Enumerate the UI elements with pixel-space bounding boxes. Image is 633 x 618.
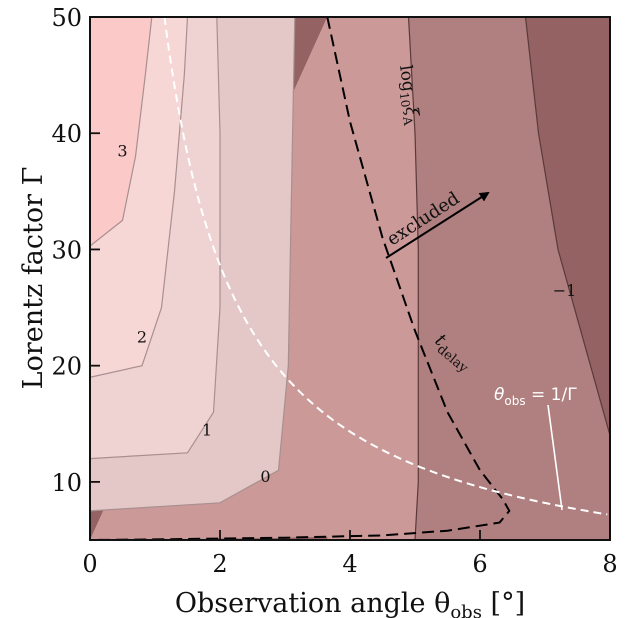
region-level-minus-1 [408, 17, 610, 540]
contour-label: −1 [553, 281, 577, 300]
inverse-gamma-curve [163, 17, 608, 516]
region-level-4 [90, 17, 152, 246]
plot-area [90, 17, 610, 540]
t-delay-boundary-curve [90, 17, 511, 540]
contour-level-labels: 3 2 1 0 −1 [117, 141, 576, 485]
y-tick-label: 20 [51, 353, 82, 381]
y-axis-ticks: 10 20 30 40 50 [51, 4, 100, 497]
contour-label: 2 [137, 327, 147, 346]
x-tick-label: 8 [602, 550, 617, 578]
y-axis-title: Lorentz factor Γ [18, 167, 49, 390]
contour-line-c3 [90, 17, 153, 247]
contour-fills [90, 17, 610, 540]
x-tick-label: 2 [212, 550, 227, 578]
contour-line-c0 [90, 17, 296, 512]
y-tick-label: 10 [51, 469, 82, 497]
inverse-curve-pointer [547, 404, 563, 511]
y-tick-label: 30 [51, 236, 82, 264]
contour-line-cm1 [407, 17, 419, 540]
contour-label: 1 [202, 420, 212, 439]
x-tick-label: 4 [342, 550, 357, 578]
contour-line-cm2 [524, 17, 610, 436]
contour-line-c1 [90, 17, 221, 460]
contour-line-c2 [90, 17, 189, 378]
inverse-curve-label: θobs = 1/Γ [494, 385, 577, 408]
x-tick-label: 6 [472, 550, 487, 578]
excluded-arrow [385, 191, 490, 259]
x-axis-title: Observation angle θobs [°] [175, 588, 525, 618]
contour-lines [90, 17, 610, 540]
x-tick-label: 0 [82, 550, 97, 578]
contour-label: 3 [117, 141, 127, 160]
y-tick-label: 50 [51, 4, 82, 32]
contour-label: 0 [260, 467, 270, 486]
x-axis-ticks: 0 2 4 6 8 [82, 530, 618, 578]
y-tick-label: 40 [51, 120, 82, 148]
